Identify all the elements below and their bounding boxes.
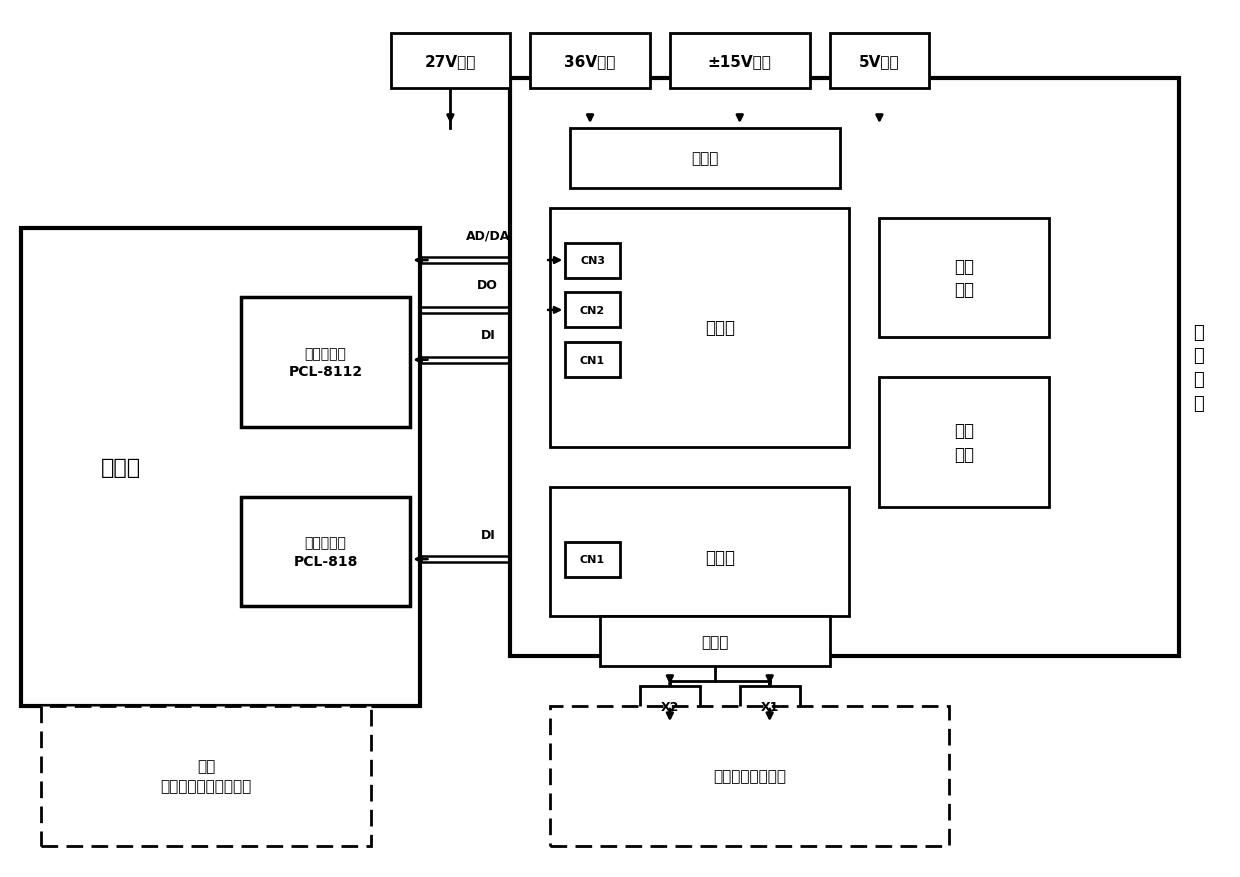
Text: 27V电源: 27V电源	[424, 54, 476, 69]
Text: 端子板: 端子板	[704, 319, 735, 337]
Text: 5V电源: 5V电源	[859, 54, 900, 69]
Text: 继电
器组: 继电 器组	[955, 422, 975, 463]
Bar	[879, 378, 1049, 507]
Text: 端子排: 端子排	[691, 151, 718, 167]
Text: DI: DI	[480, 329, 495, 342]
Bar	[600, 617, 830, 667]
Text: 接
线
平
台: 接 线 平 台	[1193, 324, 1204, 412]
Text: 工控机: 工控机	[100, 458, 141, 477]
Bar	[531, 34, 650, 89]
Bar	[241, 298, 410, 428]
Bar	[391, 34, 510, 89]
Text: 自动油门执行机构: 自动油门执行机构	[713, 768, 786, 783]
Bar	[670, 34, 810, 89]
Text: 端子排: 端子排	[701, 634, 728, 649]
Bar	[640, 687, 699, 726]
Text: CN3: CN3	[580, 256, 605, 266]
Bar	[551, 488, 849, 617]
Text: 数据采集卡
PCL-8112: 数据采集卡 PCL-8112	[289, 346, 363, 379]
Text: 数据采集卡
PCL-818: 数据采集卡 PCL-818	[294, 536, 358, 568]
Bar	[879, 218, 1049, 338]
Bar	[565, 293, 620, 328]
Text: 36V电源: 36V电源	[564, 54, 616, 69]
Text: X2: X2	[661, 700, 680, 713]
Text: 油门
（含位置反馈传感器）: 油门 （含位置反馈传感器）	[160, 759, 252, 794]
Text: 操作
面板: 操作 面板	[955, 258, 975, 299]
Bar	[570, 129, 839, 189]
Text: AD/DA: AD/DA	[465, 230, 510, 242]
Bar	[565, 542, 620, 577]
Text: X1: X1	[760, 700, 779, 713]
Bar	[565, 243, 620, 278]
Text: DO: DO	[477, 279, 498, 292]
Bar	[551, 209, 849, 447]
Bar	[241, 497, 410, 607]
Bar	[740, 687, 800, 726]
Text: CN1: CN1	[580, 554, 605, 565]
Text: CN1: CN1	[580, 355, 605, 366]
Bar	[551, 706, 950, 845]
Text: DI: DI	[480, 528, 495, 541]
Bar	[565, 343, 620, 378]
Text: CN2: CN2	[580, 305, 605, 316]
Text: ±15V电源: ±15V电源	[708, 54, 771, 69]
Bar	[830, 34, 929, 89]
Text: 端子板: 端子板	[704, 548, 735, 566]
Bar	[21, 228, 420, 706]
Bar	[510, 79, 1179, 657]
Bar	[41, 706, 371, 845]
